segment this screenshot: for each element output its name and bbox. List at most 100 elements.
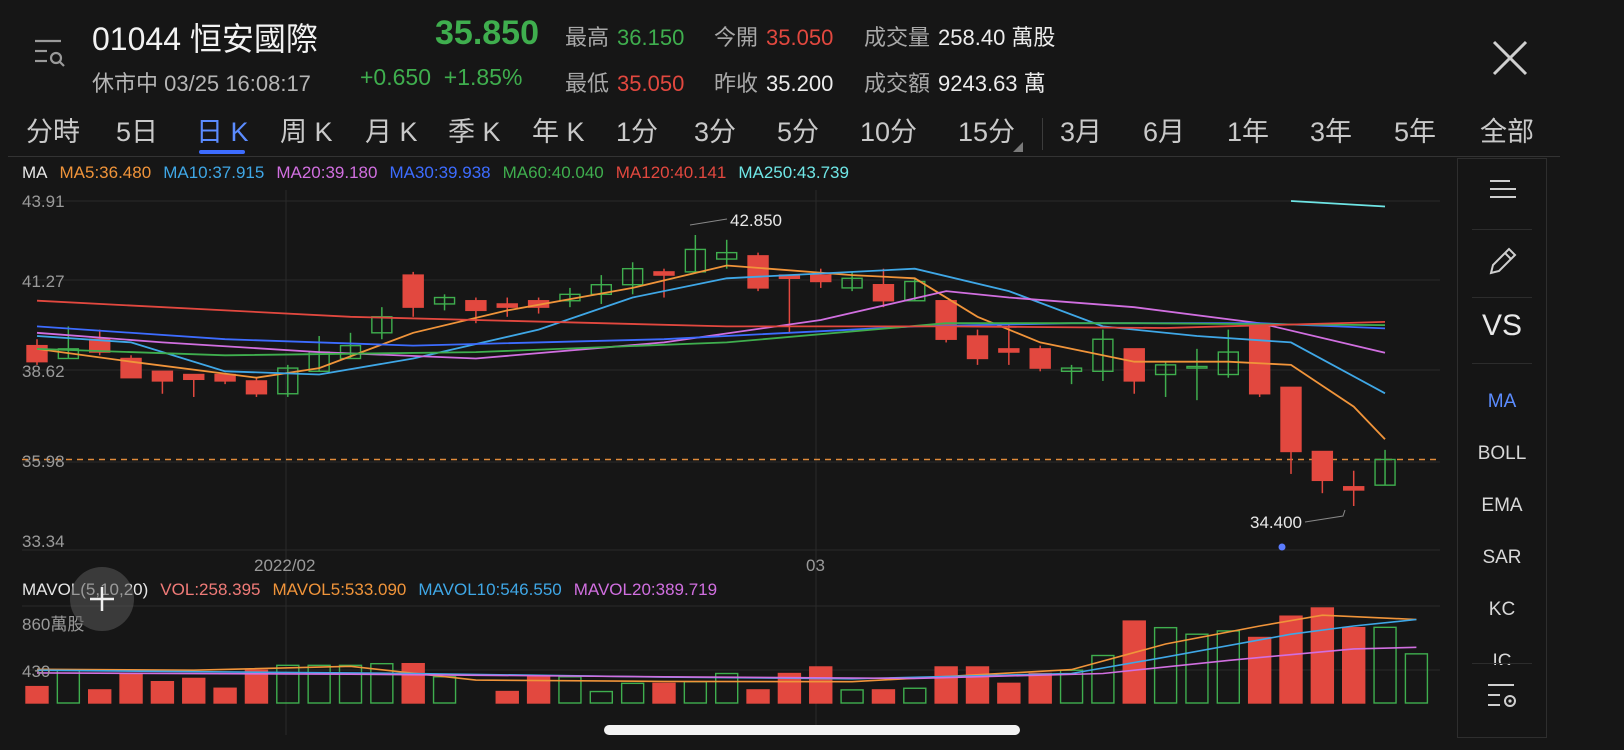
candle-up [277,367,299,395]
volume-bar-down [1279,615,1303,704]
quote-header: 01044 恒安國際 35.850 休市中 03/25 16:08:17 +0.… [0,0,1624,110]
close-icon[interactable] [1488,36,1532,80]
ma60-line [36,322,1386,357]
indicator-sar[interactable]: SAR [1482,547,1522,568]
candle-down [465,300,487,312]
candle-down [872,284,895,302]
add-indicator-button[interactable] [70,567,134,631]
volume-stat: 成交量 258.40 萬股 [864,25,1056,50]
tab-weekly-k[interactable]: 周 K [280,117,333,147]
event-marker-dot [1278,543,1286,551]
ma60-legend: MA60:40.040 [502,163,604,182]
candle-down [26,344,48,363]
tab-quarterly-k[interactable]: 季 K [448,117,501,147]
x-tick-label: 2022/02 [254,556,316,575]
candle-down [966,335,989,360]
candle-down [653,271,675,276]
ma10-line [36,267,1386,395]
tab-3min[interactable]: 3分 [694,117,737,147]
volume-bar-up [589,690,613,704]
y-tick-label: 35.98 [22,452,65,471]
candle-up [1060,367,1083,373]
candle-up [904,280,926,302]
ma-legend: MA MA5:36.480 MA10:37.915 MA20:39.180 MA30:3… [22,163,861,183]
volume-bar-down [652,682,676,704]
tab-5year[interactable]: 5年 [1394,117,1437,147]
volume-bar-down [526,676,551,704]
volume-bar-down [119,672,143,704]
candle-down [1280,386,1302,453]
candle-up [1217,351,1240,376]
mavol5-line [36,614,1417,683]
menu-search-icon[interactable] [33,38,67,68]
volume-bar-up [903,687,927,704]
volume-bar-up [1091,654,1115,704]
ma250-line [1290,200,1386,208]
tab-timeshare[interactable]: 分時 [26,117,80,147]
candle-down [120,357,142,379]
price-change: +0.650 +1.85% [360,64,523,90]
indicator-boll[interactable]: BOLL [1477,443,1527,464]
volume-bar-down [401,662,425,704]
volume-bar-up [432,676,457,704]
candle-up [841,277,863,289]
ma30-legend: MA30:39.938 [389,163,491,182]
indicator-ma[interactable]: MA [1487,391,1517,412]
header-divider [8,156,1560,157]
tab-6month[interactable]: 6月 [1143,117,1186,147]
ma120-legend: MA120:40.141 [615,163,727,182]
candle-down [183,373,205,381]
more-periods-indicator[interactable] [1013,142,1023,152]
candle-up [621,267,644,286]
kline-chart[interactable]: 42.850 34.400 [0,0,1440,735]
ma5-legend: MA5:36.480 [59,163,152,182]
candle-down [935,300,957,340]
ma5-line [36,264,1386,440]
indicator-ema[interactable]: EMA [1481,495,1523,516]
tab-5day[interactable]: 5日 [116,117,159,147]
indicator-kc[interactable]: KC [1488,599,1516,620]
volume-bar-up [56,669,81,704]
tab-1year[interactable]: 1年 [1227,117,1270,147]
tab-10min[interactable]: 10分 [860,117,918,147]
tab-monthly-k[interactable]: 月 K [365,117,418,147]
draw-pencil-icon[interactable] [1487,245,1519,277]
low-stat: 最低 35.050 [565,71,685,96]
list-settings-icon[interactable] [1488,177,1518,205]
tab-daily-k[interactable]: 日 K [196,117,249,147]
volume-bar-down [1341,626,1366,704]
ma-legend-label: MA [22,163,48,182]
mavol10-legend: MAVOL10:546.550 [418,580,562,599]
candle-up [433,296,456,305]
volume-bar-up [840,689,864,704]
tab-1min[interactable]: 1分 [616,117,659,147]
candle-up [1186,365,1208,369]
mavol5-legend: MAVOL5:533.090 [272,580,407,599]
stock-title: 01044 恒安國際 [92,21,318,57]
low-annotation-leader [1304,509,1346,523]
tab-all[interactable]: 全部 [1480,117,1534,147]
tab-3month[interactable]: 3月 [1060,117,1103,147]
indicator-settings-icon[interactable] [1486,681,1520,713]
volume-bar-up [276,664,300,704]
high-stat: 最高 36.150 [565,25,685,50]
vol-legend: VOL:258.395 [160,580,261,599]
volume-bar-up [620,682,645,704]
tab-15min[interactable]: 15分 [958,117,1016,147]
tab-yearly-k[interactable]: 年 K [532,117,585,147]
tab-5min[interactable]: 5分 [777,117,820,147]
compare-vs-button[interactable]: VS [1481,309,1523,342]
prev-close-stat: 昨收 35.200 [714,71,834,96]
volume-bar-down [244,669,269,704]
indicator-ic[interactable]: IC [1492,651,1512,665]
candle-up [716,251,738,260]
vol-axis-mid: 430 [22,662,51,681]
volume-bar-up [1185,633,1209,704]
candle-down [1123,348,1145,382]
volume-bar-up [338,664,363,704]
y-tick-label: 41.27 [22,272,65,291]
volume-bar-up [715,672,739,704]
tab-3year[interactable]: 3年 [1310,117,1353,147]
ma20-line [36,290,1386,360]
y-tick-label: 38.62 [22,362,65,381]
